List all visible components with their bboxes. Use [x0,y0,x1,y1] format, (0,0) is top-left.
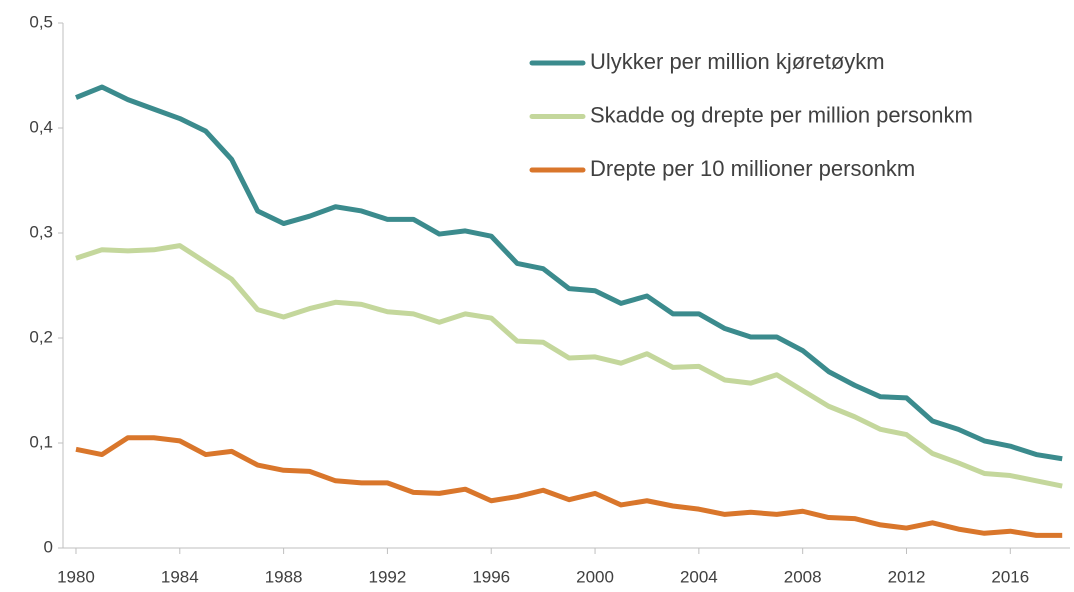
legend-label: Ulykker per million kjøretøykm [590,49,885,74]
series-line [75,243,1063,489]
x-tick-label: 1988 [265,567,303,586]
x-tick-label: 1984 [161,567,199,586]
series-line [75,435,1063,538]
x-tick-label: 1980 [57,567,95,586]
x-tick-label: 2012 [888,567,926,586]
x-tick-label: 2008 [784,567,822,586]
x-tick-label: 2004 [680,567,718,586]
x-tick-label: 2000 [576,567,614,586]
y-tick-label: 0,3 [29,222,53,241]
x-tick-label: 2016 [991,567,1029,586]
y-tick-label: 0 [44,537,53,556]
y-tick-label: 0,1 [29,432,53,451]
x-tick-label: 1992 [369,567,407,586]
y-tick-label: 0,2 [29,327,53,346]
legend-label: Drepte per 10 millioner personkm [590,156,915,181]
y-tick-label: 0,5 [29,12,53,31]
series-line [75,84,1063,462]
y-tick-label: 0,4 [29,117,53,136]
x-tick-label: 1996 [472,567,510,586]
legend-label: Skadde og drepte per million personkm [590,102,973,127]
